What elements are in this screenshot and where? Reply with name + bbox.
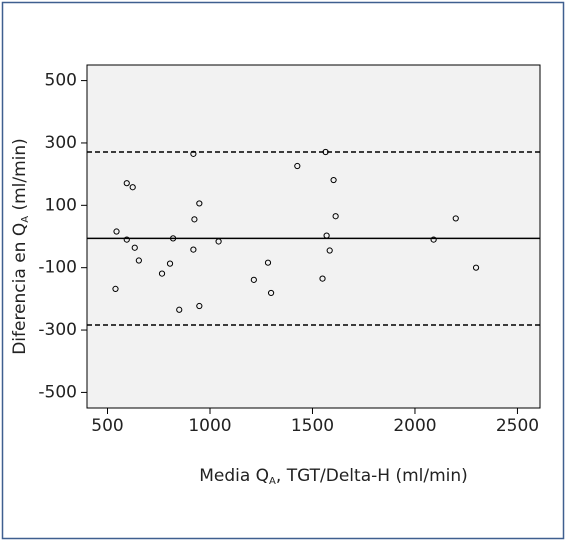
point [215, 238, 222, 245]
axis-label: Media QA, TGT/Delta-H (ml/min) [199, 466, 468, 487]
point [267, 289, 275, 297]
point [112, 285, 119, 292]
point [323, 232, 330, 239]
point [264, 259, 272, 266]
point [166, 260, 174, 267]
axis-label-part: A [20, 216, 31, 223]
x-tick-label: 2500 [496, 416, 539, 436]
y-tick-label: 300 [45, 133, 77, 153]
x-tick-label: 500 [91, 416, 123, 436]
point [135, 257, 142, 264]
point [190, 150, 197, 157]
x-tick-label: 1000 [188, 416, 231, 436]
axis-label-part: (ml/min) [10, 138, 30, 216]
point [123, 236, 130, 243]
y-tick-label: 100 [45, 195, 77, 215]
x-tick-label: 2000 [393, 416, 436, 436]
y-tick-label: -300 [38, 320, 77, 340]
point [452, 215, 459, 222]
y-tick-label: -500 [38, 382, 77, 402]
point [472, 264, 480, 271]
point [113, 228, 120, 235]
point [190, 246, 197, 253]
point [176, 306, 183, 313]
axis-label-part: Media Q [199, 466, 269, 486]
y-tick-label: -100 [38, 258, 77, 278]
point [294, 162, 301, 170]
point [330, 176, 337, 184]
axis-label: Diferencia en QA (ml/min) [10, 138, 31, 355]
point [332, 213, 339, 220]
point [430, 236, 437, 243]
point [131, 244, 138, 251]
point [326, 247, 333, 254]
point [322, 148, 329, 156]
point [123, 180, 130, 187]
y-tick-label: 500 [45, 71, 77, 91]
axis-label-part: , TGT/Delta-H (ml/min) [276, 466, 468, 486]
axis-label-part: Diferencia en Q [10, 223, 30, 355]
x-tick-label: 1500 [291, 416, 334, 436]
point [319, 275, 326, 282]
plot-area [86, 64, 541, 409]
axis-label-part: A [269, 476, 276, 487]
point [196, 302, 203, 310]
point [169, 235, 177, 242]
point [158, 270, 166, 277]
point [191, 216, 198, 223]
point [196, 200, 203, 207]
point [129, 184, 136, 191]
point [250, 276, 257, 283]
